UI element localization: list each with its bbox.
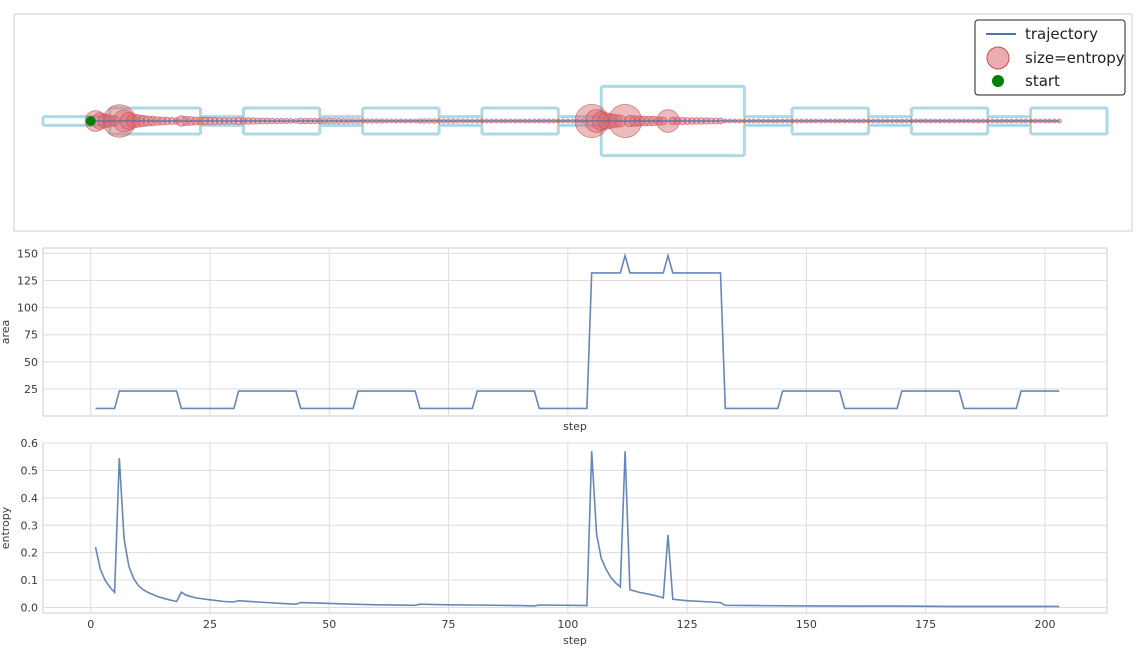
area-y-tick-label: 100	[17, 302, 38, 315]
legend-box	[974, 19, 1126, 96]
area-series	[95, 252, 1060, 410]
legend-start-swatch	[992, 75, 1004, 87]
channel-outlines	[41, 84, 1109, 158]
entropy-x-tick-label: 125	[677, 618, 698, 631]
area-x-axis-label: step	[563, 420, 587, 433]
area-grid	[43, 248, 1107, 416]
area-y-axis-label: area	[0, 320, 12, 345]
entropy-y-tick-label: 0.4	[21, 492, 39, 505]
start-point	[85, 116, 96, 126]
area-y-tick-label: 125	[17, 275, 38, 288]
area-panel-frame	[42, 247, 1108, 417]
area-y-tick-label: 50	[24, 356, 38, 369]
legend: trajectory size=entropy start	[974, 19, 1126, 96]
area-y-ticks: 25 50 75 100 125 150	[17, 247, 38, 395]
legend-start-label: start	[1025, 72, 1060, 90]
entropy-x-tick-label: 75	[442, 618, 456, 631]
entropy-x-tick-label: 175	[915, 618, 936, 631]
entropy-x-tick-label: 50	[322, 618, 336, 631]
legend-entropy-label: size=entropy	[1025, 49, 1125, 67]
legend-entropy-swatch	[986, 46, 1010, 70]
entropy-y-tick-label: 0.5	[21, 464, 39, 477]
entropy-y-tick-label: 0.1	[21, 574, 39, 587]
entropy-series	[94, 451, 1060, 608]
entropy-y-ticks: 0.0 0.1 0.2 0.3 0.4 0.5 0.6	[21, 437, 39, 615]
area-y-tick-label: 75	[24, 329, 38, 342]
trajectory-panel: trajectory size=entropy start	[13, 13, 1133, 232]
area-panel: 25 50 75 100 125 150 step area	[0, 247, 1108, 433]
legend-trajectory-label: trajectory	[1025, 25, 1098, 43]
entropy-x-ticks: 0 25 50 75 100 125 150 175 200	[87, 618, 1055, 631]
entropy-y-tick-label: 0.2	[21, 547, 39, 560]
area-line	[95, 252, 1060, 410]
entropy-y-tick-label: 0.0	[21, 602, 39, 615]
entropy-grid	[43, 442, 1107, 613]
entropy-panel: 0.0 0.1 0.2 0.3 0.4 0.5 0.6 0 25 50 75 100 125 150 17…	[0, 437, 1108, 647]
entropy-x-tick-label: 0	[87, 618, 94, 631]
entropy-x-tick-label: 150	[796, 618, 817, 631]
entropy-y-axis-label: entropy	[0, 506, 12, 549]
entropy-y-tick-label: 0.6	[21, 437, 39, 450]
entropy-x-tick-label: 200	[1034, 618, 1055, 631]
entropy-y-tick-label: 0.3	[21, 519, 39, 532]
entropy-line	[94, 451, 1060, 608]
area-y-tick-label: 150	[17, 247, 38, 260]
entropy-x-axis-label: step	[563, 634, 587, 647]
entropy-x-tick-label: 25	[203, 618, 217, 631]
trajectory-layer	[84, 103, 1062, 139]
entropy-x-tick-label: 100	[557, 618, 578, 631]
area-y-tick-label: 25	[24, 383, 38, 396]
entropy-panel-frame	[42, 442, 1108, 614]
